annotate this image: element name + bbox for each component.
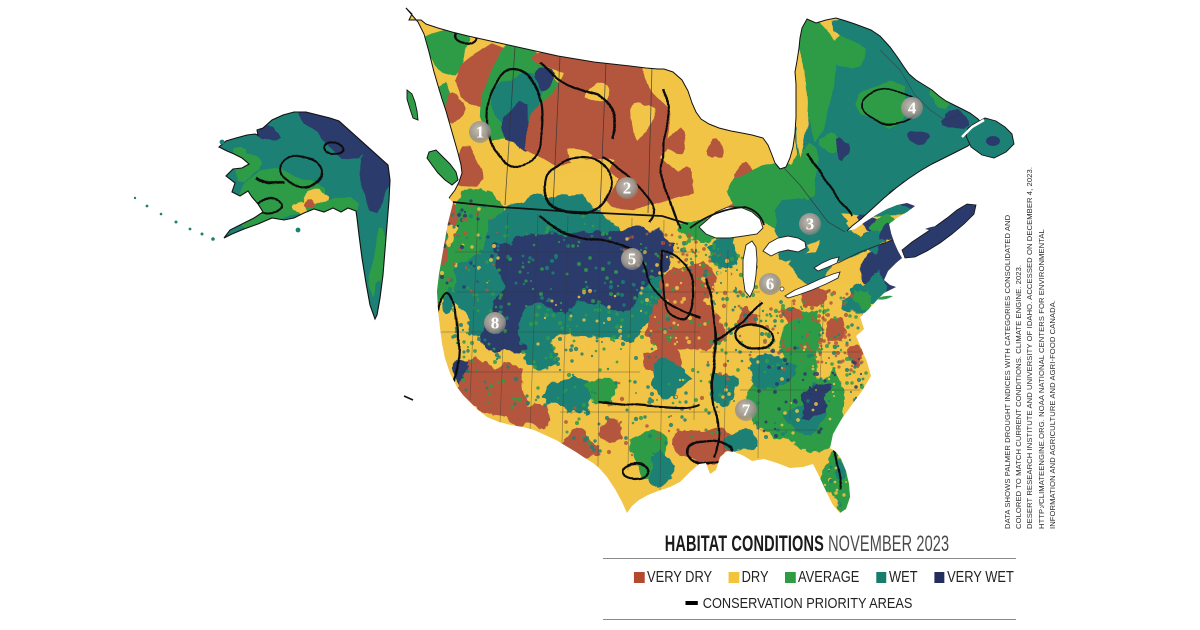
svg-text:2: 2 xyxy=(623,179,632,198)
svg-text:3: 3 xyxy=(806,215,815,234)
svg-text:7: 7 xyxy=(742,401,751,420)
svg-text:4: 4 xyxy=(908,99,917,118)
svg-text:5: 5 xyxy=(628,250,637,269)
svg-text:1: 1 xyxy=(476,123,485,142)
svg-text:8: 8 xyxy=(491,314,500,333)
svg-text:6: 6 xyxy=(766,275,775,294)
